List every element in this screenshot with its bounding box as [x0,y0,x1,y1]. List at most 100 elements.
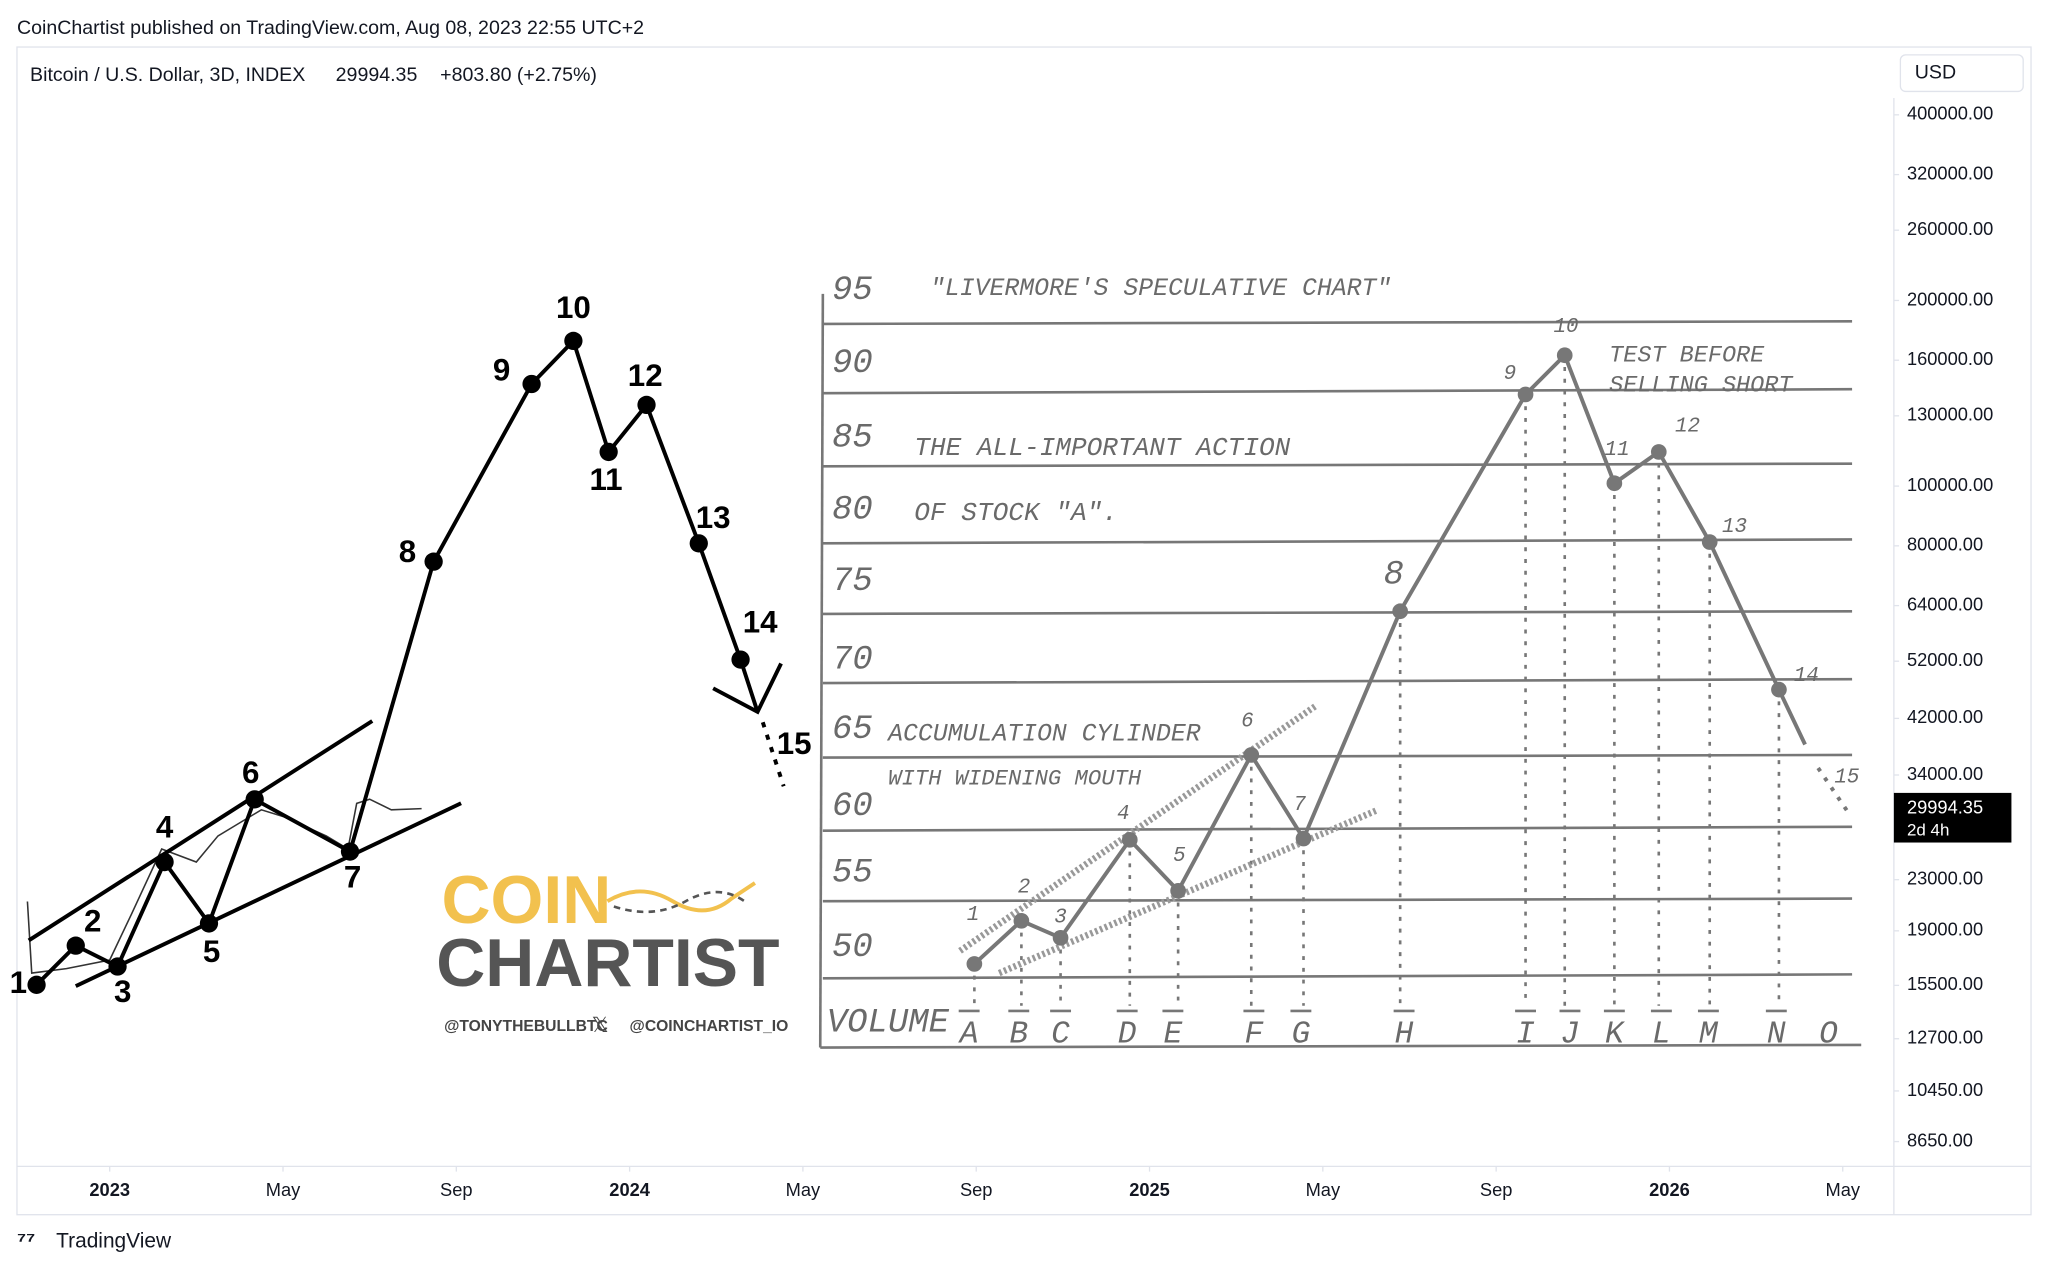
y-tick-label: 400000.00 [1907,103,1993,124]
sketch-level: 65 [832,711,873,749]
published: CoinChartist published on TradingView.co… [17,17,644,39]
x-tick-label: 2025 [1129,1179,1170,1200]
sketch-note: THE ALL-IMPORTANT ACTION [914,433,1290,463]
logo-x: 𝕏 [592,1014,609,1037]
sketch-point [966,956,983,972]
wave-point [199,914,219,933]
sketch-note: WITH WIDENING MOUTH [888,766,1142,791]
footer-logo: ⁷⁷ [17,1228,35,1253]
wave-label: 7 [344,859,361,894]
y-tick-label: 130000.00 [1907,404,1993,425]
wave-arrow [712,662,783,715]
wave-label: 2 [84,904,101,939]
sketch-title: "LIVERMORE'S SPECULATIVE CHART" [930,275,1391,303]
x-tick-label: 2023 [89,1179,130,1200]
sketch-cylinder [997,806,1380,977]
sketch-volume-letter: A [958,1018,979,1053]
sketch-point [1701,534,1718,550]
wave-label: 13 [696,500,731,535]
wave-point [424,552,443,571]
last-price: 29994.35 [336,64,418,86]
sketch-volume-letter: O [1819,1018,1838,1053]
y-tick-label: 200000.00 [1907,288,1993,309]
wave-point [599,442,618,462]
wave-label: 3 [114,974,131,1009]
price-tag-value: 29994.35 [1907,796,1983,817]
sketch-level: 50 [832,929,873,967]
wave-label: 15 [777,726,812,761]
sketch-axis [820,1043,1862,1049]
wave-label: 12 [628,358,663,393]
wave-point [245,790,264,809]
sketch-volume-letter: G [1291,1018,1310,1053]
wave-point [637,395,656,415]
sketch-point-label: 1 [967,904,980,927]
y-tick-label: 320000.00 [1907,162,1993,183]
sketch-point [1606,475,1623,492]
wave-label: 14 [743,605,778,640]
x-tick-label: May [266,1179,301,1200]
sketch-point-label: 7 [1293,794,1306,817]
sketch-point [1170,882,1186,899]
currency[interactable]: USD [1915,61,1956,83]
sketch-volume-letter: J [1561,1018,1580,1053]
sketch-rule [822,677,1853,685]
wave-label: 6 [242,755,259,790]
wave-point [564,331,583,351]
sketch-rule [822,462,1853,468]
x-tick-label: Sep [1480,1179,1513,1200]
sketch-volume-letter: M [1699,1018,1719,1053]
sketch-volume-letter: L [1652,1018,1671,1053]
y-tick-label: 100000.00 [1907,474,1993,495]
sketch-volume: VOLUME [827,1005,950,1043]
sketch-point [1556,347,1573,364]
wave-label: 4 [156,810,174,845]
y-tick-label: 160000.00 [1907,348,1993,369]
sketch-point-label: 10 [1554,316,1579,339]
logo-swoosh [606,881,757,913]
footer-brand: TradingView [56,1230,172,1253]
sketch-rule [822,897,1853,903]
sketch-cylinder [958,702,1319,954]
wave-point [689,534,708,553]
y-tick-label: 19000.00 [1907,919,1983,940]
sketch-note: ACCUMULATION CYLINDER [886,721,1201,749]
wave-dotted [760,721,786,787]
sketch-point-label: 9 [1504,363,1517,386]
sketch-point-label: 11 [1604,439,1629,462]
sketch-point-label: 5 [1173,845,1186,868]
x-tick-label: Sep [440,1179,473,1200]
sketch-point [1052,929,1069,946]
sketch-dotted [1816,766,1850,814]
sketch-level: 70 [832,642,873,680]
sketch-volume-letter: I [1516,1018,1535,1053]
sketch-point-label: 4 [1117,803,1130,826]
logo-handle: @COINCHARTIST_IO [630,1018,789,1035]
channel [27,719,374,943]
sketch-rule [822,387,1853,395]
logo-coin: COIN [441,863,611,938]
channel [74,801,462,988]
currency-button[interactable] [1899,54,2024,93]
sketch-point [1243,747,1260,763]
price-tag [1893,792,2012,843]
sketch-volume-letter: E [1163,1018,1182,1053]
logo-chartist: CHARTIST [436,926,779,1001]
y-tick-label: 260000.00 [1907,218,1993,239]
wave-label: 9 [493,353,510,388]
y-tick-label: 8650.00 [1907,1129,1973,1150]
wave-label: 8 [399,534,416,569]
x-tick-label: May [786,1179,821,1200]
sketch-point [1517,386,1534,403]
sketch-axis [818,293,825,1048]
sketch-rule [822,538,1853,545]
sketch-point-label: 8 [1383,557,1403,595]
wave-point [66,936,85,955]
y-tick-label: 12700.00 [1907,1027,1983,1048]
wave-point [27,975,46,994]
y-tick-label: 23000.00 [1907,868,1983,889]
sketch-point [1295,830,1312,847]
y-tick-label: 10450.00 [1907,1079,1983,1100]
sketch-level: 55 [832,854,873,892]
